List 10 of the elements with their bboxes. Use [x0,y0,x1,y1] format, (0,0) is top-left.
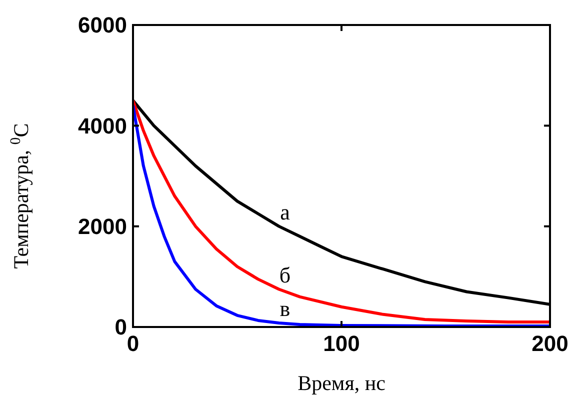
x-tick-label: 100 [323,331,360,356]
series-label: в [280,296,290,321]
y-tick-label: 6000 [78,12,127,38]
x-tick-label: 200 [532,331,568,356]
y-tick-label: 2000 [78,214,127,240]
y-tick-label: 0 [114,314,127,340]
x-axis-title: Время, нс [298,371,386,395]
series-label: б [279,262,291,288]
y-tick-label: 4000 [78,113,127,138]
series-label: а [280,199,290,224]
